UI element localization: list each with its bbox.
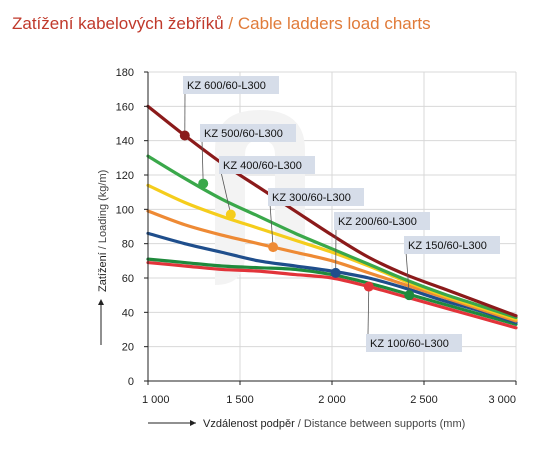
x-axis-title: Vzdálenost podpěr / Distance between sup…: [203, 418, 465, 430]
series-markers: [179, 91, 415, 335]
series-line: [146, 154, 518, 320]
series-labels: KZ 600/60-L300 KZ 500/60-L300 KZ 400/60-L3…: [183, 76, 500, 352]
y-axis-title-cz: Zatížení: [97, 252, 109, 292]
series-label-box: [200, 124, 296, 142]
series-marker: [330, 267, 341, 278]
x-axis-label: Vzdálenost podpěr / Distance between sup…: [148, 418, 465, 430]
series-line: [146, 260, 518, 330]
series-marker: [225, 209, 236, 220]
series-label-text: KZ 400/60-L300: [223, 160, 302, 172]
chart-title-en: Cable ladders load charts: [237, 14, 431, 33]
series-marker: [179, 130, 190, 141]
y-tick-label: 180: [116, 67, 134, 79]
series-label: KZ 400/60-L300: [219, 156, 315, 174]
series-label: KZ 100/60-L300: [366, 334, 462, 352]
series-leader-line: [269, 203, 274, 248]
chart-title-cz: Zatížení kabelových žebříků: [12, 14, 224, 33]
x-tick-label: 1 000: [142, 394, 170, 406]
x-axis-title-en: / Distance between supports (mm): [295, 418, 466, 430]
y-tick-label: 140: [116, 136, 134, 148]
y-tick-label: 80: [122, 239, 134, 251]
x-tick-label: 2 000: [318, 394, 346, 406]
y-axis-arrow-icon: [98, 299, 104, 305]
series-marker: [404, 290, 415, 301]
y-tick-label: 60: [122, 273, 134, 285]
y-tick-label: 20: [122, 342, 134, 354]
series-label: KZ 600/60-L300: [183, 76, 279, 94]
y-tick-labels: 0 20 40 60 80 100 120 140 160 180: [116, 67, 148, 388]
series-label: KZ 500/60-L300: [200, 124, 296, 142]
series-label-box: [334, 212, 430, 230]
watermark-logo: [215, 110, 305, 285]
series-leader-line: [220, 171, 232, 215]
x-tick-labels: 1 000 1 500 2 000 2 500 3 000: [142, 381, 517, 406]
series-label: KZ 150/60-L300: [404, 236, 500, 254]
x-tick-label: 1 500: [226, 394, 254, 406]
x-tick-label: 3 000: [488, 394, 516, 406]
series-marker: [363, 281, 374, 292]
series-label-box: [366, 334, 462, 352]
x-tick-label: 2 500: [410, 394, 438, 406]
series-label-box: [219, 156, 315, 174]
y-tick-label: 0: [128, 376, 134, 388]
series-label: KZ 300/60-L300: [268, 188, 364, 206]
series-marker: [198, 178, 209, 189]
series-marker: [268, 242, 279, 253]
series-line: [146, 183, 518, 321]
series-label-box: [404, 236, 500, 254]
x-axis-arrow-icon: [190, 420, 196, 426]
series-leader-line: [367, 286, 370, 335]
series-label: KZ 200/60-L300: [334, 212, 430, 230]
y-axis-label: Zatížení / Loading (kg/m): [97, 170, 109, 345]
series-label-text: KZ 200/60-L300: [338, 216, 417, 228]
y-tick-label: 100: [116, 204, 134, 216]
series-label-box: [183, 76, 279, 94]
y-tick-label: 160: [116, 101, 134, 113]
y-axis-title: Zatížení / Loading (kg/m): [97, 170, 109, 292]
series-label-text: KZ 150/60-L300: [408, 240, 487, 252]
chart-title: Zatížení kabelových žebříků / Cable ladd…: [12, 14, 431, 34]
series-label-text: KZ 300/60-L300: [272, 192, 351, 204]
y-tick-label: 40: [122, 307, 134, 319]
series-label-text: KZ 500/60-L300: [204, 128, 283, 140]
series-leader-line: [405, 251, 410, 296]
y-axis-title-en: / Loading (kg/m): [97, 170, 109, 253]
x-axis-title-cz: Vzdálenost podpěr: [203, 418, 295, 430]
series-lines: [146, 104, 518, 330]
series-label-box: [268, 188, 364, 206]
series-line: [146, 104, 518, 318]
series-label-text: KZ 600/60-L300: [187, 80, 266, 92]
series-label-text: KZ 100/60-L300: [370, 338, 449, 350]
series-leader-line: [201, 139, 204, 184]
chart-title-separator: /: [223, 14, 238, 33]
y-tick-label: 120: [116, 170, 134, 182]
